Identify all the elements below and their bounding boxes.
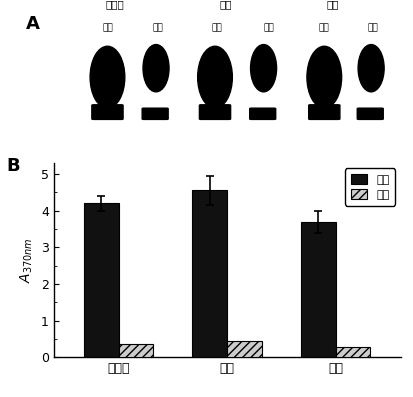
Bar xyxy=(227,341,262,357)
Text: 阳性: 阳性 xyxy=(102,23,113,32)
FancyBboxPatch shape xyxy=(309,105,340,119)
Text: 鸡粡: 鸡粡 xyxy=(327,0,339,10)
Ellipse shape xyxy=(143,44,169,92)
Bar xyxy=(192,191,227,357)
Y-axis label: $A_{370nm}$: $A_{370nm}$ xyxy=(19,237,35,283)
Bar xyxy=(119,345,154,357)
FancyBboxPatch shape xyxy=(92,105,123,119)
Ellipse shape xyxy=(251,44,277,92)
Bar xyxy=(84,203,119,357)
Text: 阴性: 阴性 xyxy=(152,23,163,32)
Ellipse shape xyxy=(307,46,342,108)
Text: A: A xyxy=(26,15,40,33)
Text: B: B xyxy=(7,157,21,175)
Bar xyxy=(335,347,370,357)
Text: 鸡血清: 鸡血清 xyxy=(105,0,124,10)
Text: 阴性: 阴性 xyxy=(368,23,378,32)
Bar xyxy=(301,222,336,357)
Text: 阴性: 阴性 xyxy=(263,23,274,32)
Ellipse shape xyxy=(90,46,125,108)
FancyBboxPatch shape xyxy=(199,105,230,119)
Ellipse shape xyxy=(358,44,384,92)
Text: 阳性: 阳性 xyxy=(211,23,222,32)
FancyBboxPatch shape xyxy=(142,108,168,119)
Ellipse shape xyxy=(198,46,233,108)
FancyBboxPatch shape xyxy=(250,108,276,119)
Legend: 阳性, 阴性: 阳性, 阴性 xyxy=(345,168,395,206)
Text: 鸡心: 鸡心 xyxy=(219,0,232,10)
Text: 阳性: 阳性 xyxy=(319,23,330,32)
FancyBboxPatch shape xyxy=(357,108,383,119)
